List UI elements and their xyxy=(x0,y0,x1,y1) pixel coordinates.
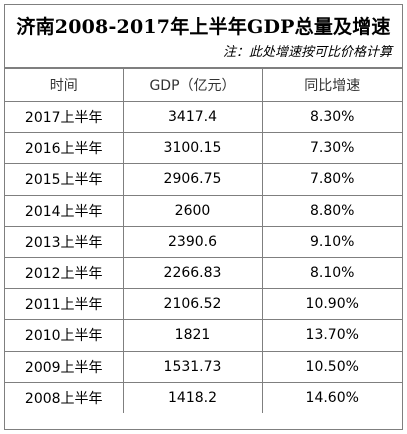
growth-cell: 8.80% xyxy=(261,194,402,227)
growth-cell: 7.80% xyxy=(261,163,402,196)
period-cell: 2015上半年 xyxy=(5,163,124,196)
gdp-cell: 3100.15 xyxy=(122,132,263,165)
gdp-cell: 3417.4 xyxy=(122,100,263,134)
period-cell: 2011上半年 xyxy=(5,288,124,321)
period-cell: 2009上半年 xyxy=(5,350,124,383)
period-cell: 2014上半年 xyxy=(5,194,124,227)
table-row: 2011上半年 2106.52 10.90% xyxy=(5,288,402,321)
period-cell: 2013上半年 xyxy=(5,225,124,258)
page-title: 济南2008-2017年上半年GDP总量及增速 xyxy=(16,16,391,38)
table-row: 2009上半年 1531.73 10.50% xyxy=(5,350,402,383)
table-row: 2015上半年 2906.75 7.80% xyxy=(5,163,402,196)
growth-cell: 8.30% xyxy=(261,100,402,134)
footnote: 注：此处增速按可比价格计算 xyxy=(222,45,392,60)
gdp-table: 时间 GDP（亿元） 同比增速 2017上半年 3417.4 8.30% 2016上半… xyxy=(5,68,402,413)
gdp-cell: 1531.73 xyxy=(122,350,263,383)
table-row: 2016上半年 3100.15 7.30% xyxy=(5,132,402,165)
gdp-cell: 2106.52 xyxy=(122,288,263,321)
table-header-row: 时间 GDP（亿元） 同比增速 xyxy=(5,68,402,102)
column-header-gdp: GDP（亿元） xyxy=(122,68,263,102)
column-header-time: 时间 xyxy=(5,68,124,102)
growth-cell: 9.10% xyxy=(261,225,402,258)
table-row: 2008上半年 1418.2 14.60% xyxy=(5,381,402,413)
period-cell: 2017上半年 xyxy=(5,100,124,134)
period-cell: 2012上半年 xyxy=(5,256,124,290)
table-row: 2017上半年 3417.4 8.30% xyxy=(5,100,402,134)
growth-cell: 14.60% xyxy=(261,381,402,413)
column-header-growth: 同比增速 xyxy=(261,68,402,102)
table-row: 2012上半年 2266.83 8.10% xyxy=(5,256,402,290)
growth-cell: 10.90% xyxy=(261,288,402,321)
period-cell: 2010上半年 xyxy=(5,319,124,352)
gdp-cell: 2390.6 xyxy=(122,225,263,258)
period-cell: 2008上半年 xyxy=(5,381,124,413)
growth-cell: 13.70% xyxy=(261,319,402,352)
gdp-cell: 2906.75 xyxy=(122,163,263,196)
gdp-table-card: 济南2008-2017年上半年GDP总量及增速 注：此处增速按可比价格计算 时间… xyxy=(4,4,403,430)
table-row: 2013上半年 2390.6 9.10% xyxy=(5,225,402,258)
table-row: 2010上半年 1821 13.70% xyxy=(5,319,402,352)
gdp-cell: 1418.2 xyxy=(122,381,263,413)
gdp-cell: 2266.83 xyxy=(122,256,263,290)
gdp-cell: 1821 xyxy=(122,319,263,352)
table-header-block: 济南2008-2017年上半年GDP总量及增速 注：此处增速按可比价格计算 xyxy=(5,5,402,68)
growth-cell: 10.50% xyxy=(261,350,402,383)
period-cell: 2016上半年 xyxy=(5,132,124,165)
gdp-cell: 2600 xyxy=(122,194,263,227)
growth-cell: 7.30% xyxy=(261,132,402,165)
table-row: 2014上半年 2600 8.80% xyxy=(5,194,402,227)
growth-cell: 8.10% xyxy=(261,256,402,290)
